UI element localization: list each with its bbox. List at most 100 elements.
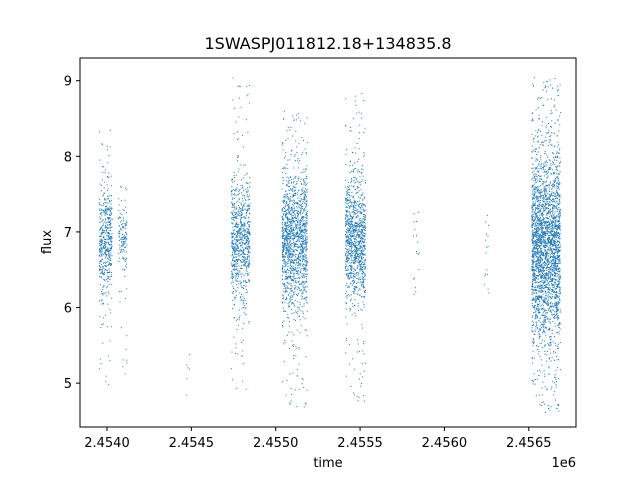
- data-point: [236, 240, 237, 242]
- data-point: [345, 316, 347, 318]
- data-point: [108, 263, 110, 265]
- data-point: [107, 257, 109, 259]
- data-point: [236, 187, 238, 189]
- data-point: [357, 208, 359, 210]
- data-point: [364, 205, 366, 207]
- data-point: [349, 241, 351, 243]
- data-point: [237, 243, 239, 245]
- data-point: [236, 231, 238, 233]
- data-point: [241, 209, 243, 211]
- data-point: [297, 215, 299, 217]
- data-point: [304, 298, 306, 300]
- data-point: [345, 199, 347, 201]
- data-point: [361, 225, 363, 227]
- data-point: [559, 209, 561, 210]
- data-point: [364, 225, 366, 227]
- data-point: [345, 231, 347, 232]
- data-point: [305, 246, 307, 248]
- data-point: [300, 283, 302, 285]
- data-point: [288, 321, 290, 323]
- data-point: [292, 259, 293, 261]
- data-point: [352, 227, 354, 229]
- data-point: [285, 212, 287, 214]
- data-point: [354, 276, 356, 278]
- data-point: [542, 323, 544, 325]
- data-point: [101, 269, 103, 271]
- data-point: [538, 237, 539, 239]
- data-point: [288, 245, 289, 247]
- data-point: [351, 179, 353, 181]
- data-point: [348, 237, 350, 239]
- data-point: [290, 248, 292, 250]
- data-point: [298, 117, 300, 119]
- data-point: [109, 263, 110, 265]
- data-point: [126, 263, 127, 265]
- data-point: [249, 245, 251, 247]
- data-point: [356, 248, 358, 250]
- data-point: [246, 236, 247, 237]
- data-point: [351, 217, 353, 219]
- data-point: [293, 200, 295, 202]
- data-point: [358, 204, 360, 206]
- data-point: [110, 195, 112, 197]
- data-point: [298, 212, 300, 214]
- data-point: [350, 214, 351, 216]
- data-point: [100, 253, 102, 255]
- data-point: [364, 273, 366, 275]
- data-point: [241, 239, 243, 241]
- data-point: [288, 189, 290, 191]
- data-point: [282, 246, 284, 248]
- data-point: [354, 226, 356, 228]
- data-point: [354, 213, 356, 215]
- data-point: [355, 250, 357, 252]
- data-point: [106, 254, 108, 256]
- data-point: [240, 245, 242, 247]
- data-point: [358, 242, 360, 244]
- data-point: [346, 249, 348, 251]
- data-point: [107, 196, 109, 197]
- data-point: [542, 321, 544, 323]
- data-point: [356, 283, 357, 284]
- data-point: [295, 210, 297, 212]
- data-point: [356, 236, 358, 238]
- data-point: [293, 273, 295, 275]
- data-point: [108, 198, 110, 200]
- data-point: [347, 239, 349, 241]
- data-point: [285, 311, 287, 312]
- data-point: [118, 261, 120, 262]
- data-point: [303, 243, 304, 245]
- data-point: [363, 156, 365, 158]
- data-point: [102, 323, 104, 325]
- data-point: [361, 213, 363, 215]
- data-point: [304, 123, 306, 125]
- data-point: [542, 184, 544, 186]
- data-point: [284, 230, 286, 232]
- data-point: [532, 274, 533, 276]
- data-point: [352, 229, 354, 231]
- data-point: [363, 260, 365, 262]
- data-point: [239, 189, 241, 190]
- data-point: [361, 239, 363, 241]
- data-point: [121, 233, 123, 235]
- data-point: [243, 256, 245, 258]
- data-point: [550, 248, 552, 250]
- data-point: [362, 248, 363, 250]
- data-point: [231, 246, 233, 248]
- data-point: [552, 281, 554, 283]
- data-point: [297, 301, 299, 303]
- data-point: [105, 209, 107, 211]
- data-point: [360, 247, 362, 249]
- data-point: [231, 291, 233, 293]
- data-point: [290, 297, 292, 299]
- data-point: [287, 256, 289, 257]
- data-point: [286, 184, 287, 186]
- data-point: [243, 300, 245, 302]
- data-point: [306, 153, 308, 155]
- data-point: [248, 204, 250, 206]
- data-point: [104, 231, 106, 233]
- data-point: [282, 219, 284, 221]
- data-point: [287, 221, 289, 223]
- data-point: [106, 278, 108, 280]
- data-point: [111, 244, 113, 246]
- data-point: [363, 279, 365, 281]
